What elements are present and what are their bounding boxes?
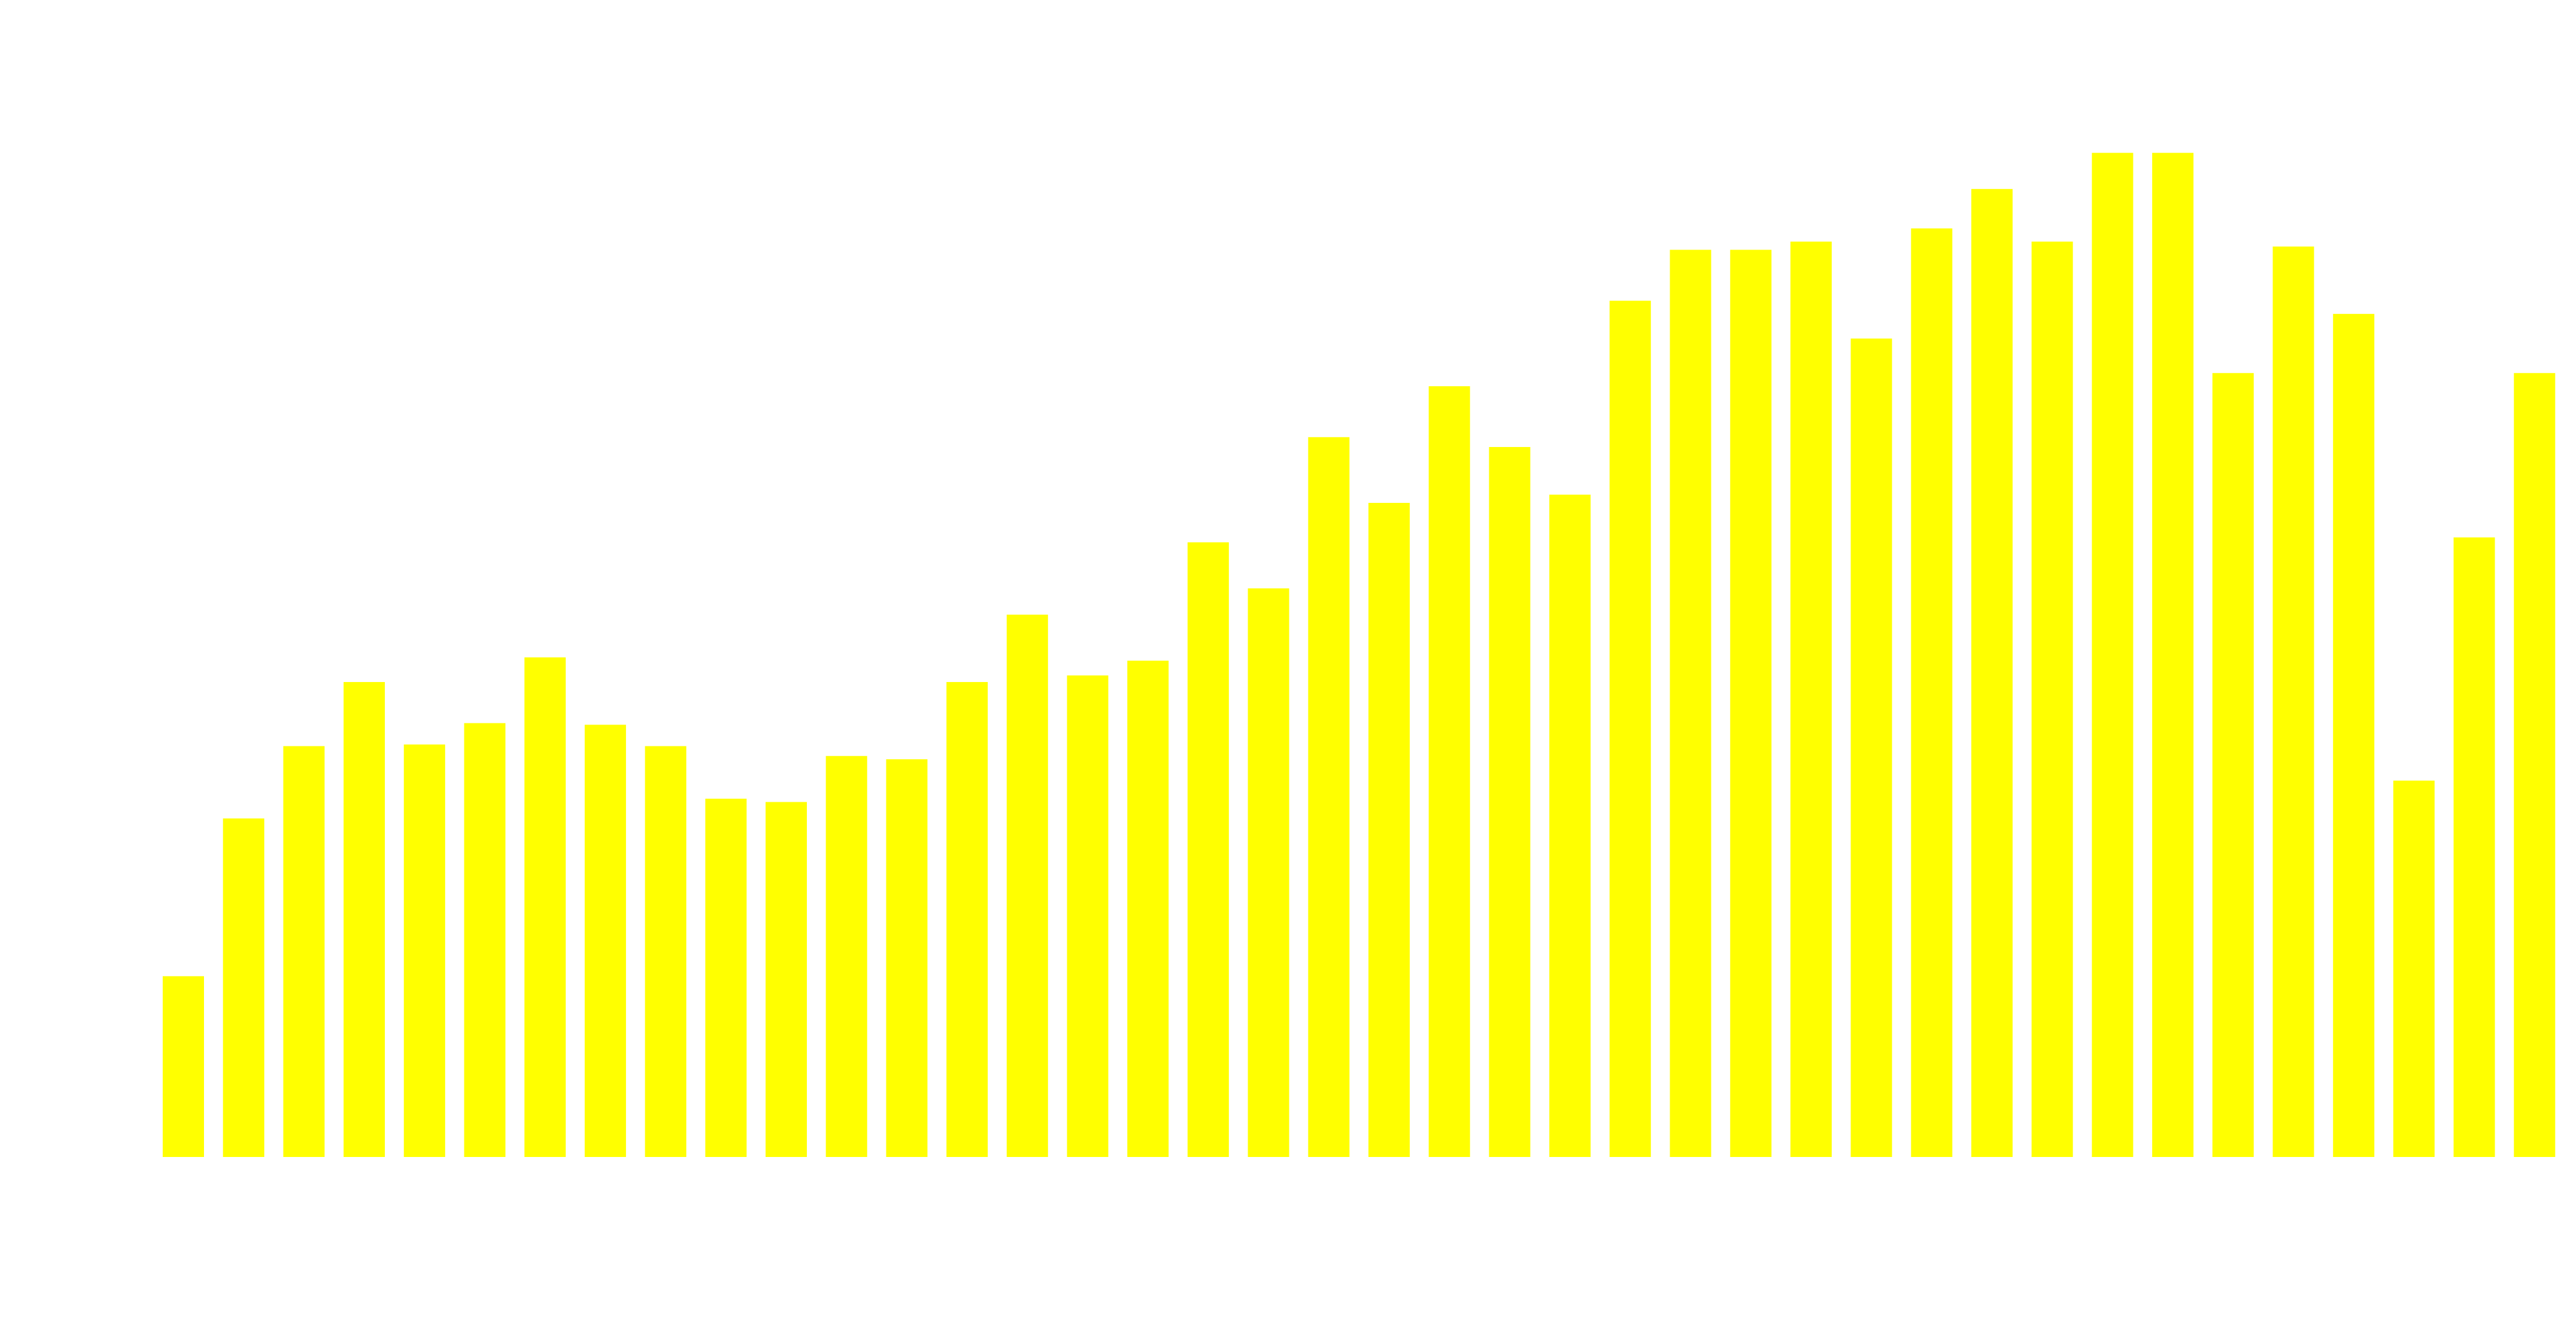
- bar: [524, 657, 566, 1157]
- bar: [1308, 437, 1350, 1158]
- bar: [1067, 675, 1109, 1157]
- bar: [404, 744, 446, 1157]
- bar: [464, 723, 506, 1157]
- bar: [163, 976, 204, 1157]
- bar: [1971, 189, 2013, 1158]
- bar: [2272, 246, 2314, 1157]
- bar: [645, 746, 687, 1157]
- bar: [705, 799, 747, 1157]
- bar: [2152, 152, 2194, 1158]
- bar: [223, 818, 265, 1157]
- bar: [946, 681, 988, 1157]
- bar: [1549, 494, 1591, 1157]
- bar: [2333, 313, 2374, 1157]
- bar: [1670, 250, 1711, 1157]
- bar: [2212, 373, 2254, 1157]
- bar: [1368, 503, 1410, 1157]
- bar: [2453, 537, 2495, 1157]
- bar: [1248, 588, 1290, 1157]
- bar: [2031, 241, 2073, 1157]
- bar: [886, 759, 928, 1157]
- bar: [585, 725, 627, 1157]
- bar: [2513, 373, 2555, 1157]
- bar: [1609, 301, 1651, 1157]
- bar: [1007, 615, 1048, 1157]
- bar: [1188, 542, 1229, 1157]
- bar: [1790, 241, 1832, 1157]
- bar: [766, 802, 807, 1157]
- bar: [283, 746, 325, 1157]
- bar: [1127, 660, 1169, 1157]
- bar: [2092, 152, 2133, 1158]
- bar: [1730, 250, 1772, 1157]
- bar: [1429, 386, 1470, 1157]
- bar: [343, 681, 385, 1157]
- bar: [1850, 338, 1892, 1157]
- bar: [1911, 228, 1952, 1157]
- bar: [826, 756, 868, 1157]
- bar: [2393, 780, 2435, 1157]
- bar: [1489, 447, 1531, 1157]
